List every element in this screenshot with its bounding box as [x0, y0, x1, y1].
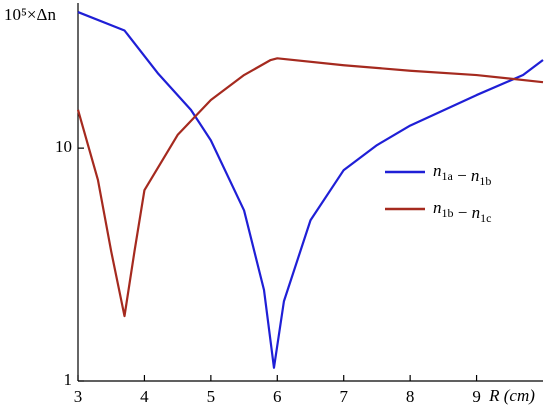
x-tick-label: 9	[472, 387, 481, 406]
x-tick-label: 7	[339, 387, 348, 406]
legend-var: n	[471, 166, 480, 185]
x-tick-label: 3	[74, 387, 83, 406]
legend-var: n	[433, 198, 442, 217]
legend-sub: 1b	[442, 206, 454, 220]
legend-op: −	[457, 166, 467, 185]
x-tick-label: 8	[406, 387, 415, 406]
x-tick-label: 5	[207, 387, 216, 406]
legend-sub: 1a	[442, 169, 454, 183]
legend-sub: 1c	[480, 211, 491, 225]
legend-op: −	[458, 203, 468, 222]
y-tick-label: 10	[55, 137, 72, 156]
legend-var: n	[472, 203, 481, 222]
y-axis-label: 10⁵×Δn	[4, 5, 56, 24]
legend-label: n1b − n1c	[433, 198, 491, 225]
legend-var: n	[433, 161, 442, 180]
legend-label: n1a − n1b	[433, 161, 491, 188]
data-line	[76, 57, 544, 318]
x-tick-label: 4	[140, 387, 149, 406]
legend-sub: 1b	[479, 174, 491, 188]
y-tick-label: 1	[64, 370, 73, 389]
x-axis-label: R (cm)	[488, 386, 535, 405]
data-line	[77, 11, 544, 369]
x-tick-label: 6	[273, 387, 282, 406]
